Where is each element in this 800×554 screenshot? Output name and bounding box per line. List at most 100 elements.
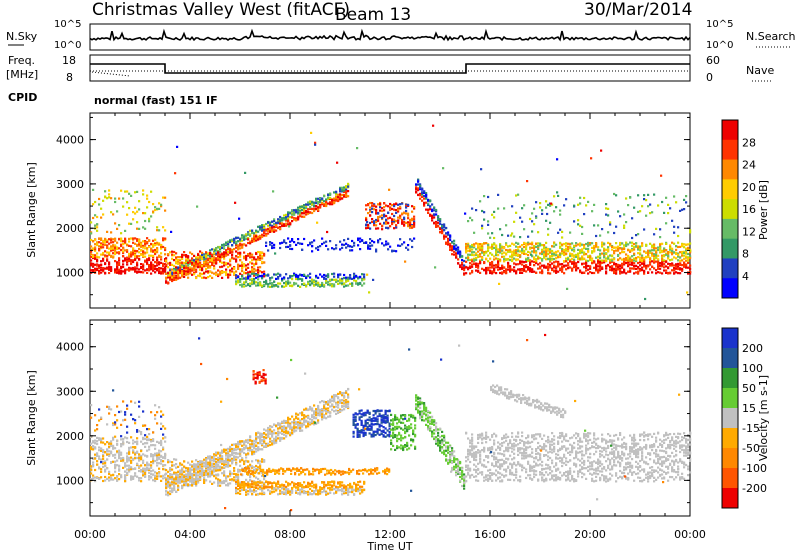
power-cell	[499, 248, 502, 251]
power-cell	[469, 246, 472, 249]
power-cell	[387, 217, 390, 220]
power-cell	[379, 238, 382, 241]
power-cell	[523, 228, 526, 231]
power-cell	[271, 220, 274, 223]
power-cell	[539, 271, 542, 274]
power-cell	[613, 231, 616, 235]
power-cell	[543, 266, 546, 269]
power-cell	[128, 268, 131, 271]
power-cell	[201, 267, 204, 270]
power-cell	[219, 250, 222, 253]
power-cell	[132, 247, 135, 250]
power-cell	[667, 255, 670, 259]
power-cell	[265, 282, 268, 285]
power-cell	[164, 248, 167, 252]
power-cell	[417, 179, 420, 182]
velocity-cell	[171, 490, 174, 494]
power-cell	[521, 250, 524, 253]
power-cell	[179, 262, 182, 265]
power-cell	[146, 206, 149, 209]
velocity-cell	[116, 459, 119, 462]
power-cell	[535, 258, 538, 261]
power-cell	[491, 243, 494, 246]
power-cell	[209, 274, 212, 278]
velocity-cell	[126, 425, 129, 428]
power-cell	[627, 259, 630, 262]
power-cell	[441, 227, 444, 230]
power-cell	[359, 237, 362, 240]
power-cell	[138, 200, 141, 203]
power-cell	[146, 247, 149, 250]
power-cell	[679, 268, 682, 271]
velocity-cell	[177, 480, 180, 483]
power-cell	[301, 248, 304, 251]
power-cell	[279, 282, 282, 285]
power-cell	[551, 255, 554, 258]
velocity-cell	[110, 444, 113, 447]
power-cell	[337, 273, 340, 276]
power-cell	[291, 238, 294, 241]
power-cell	[649, 261, 652, 264]
power-cell	[146, 259, 149, 262]
power-cell	[597, 246, 600, 249]
power-cell	[146, 248, 149, 251]
power-cell	[475, 263, 478, 266]
power-cell	[373, 204, 376, 207]
power-cell	[379, 206, 382, 209]
power-cell	[411, 217, 414, 220]
power-cell	[247, 254, 250, 257]
power-cell	[156, 251, 159, 254]
power-cell	[114, 200, 117, 204]
power-cell	[245, 276, 248, 279]
power-cell	[409, 221, 412, 224]
velocity-cell	[126, 457, 129, 460]
velocity-cell	[108, 450, 111, 453]
power-cell	[215, 262, 218, 265]
power-cell	[152, 265, 155, 269]
power-cell	[207, 266, 210, 269]
power-cell	[689, 272, 692, 275]
power-cell	[207, 263, 210, 266]
power-cell	[287, 215, 290, 218]
velocity-cell	[128, 449, 131, 452]
power-cell	[391, 207, 394, 211]
power-cell	[142, 254, 145, 258]
power-cell	[255, 284, 258, 287]
power-cell	[641, 259, 644, 262]
power-cell	[185, 266, 188, 269]
power-cell	[110, 237, 113, 240]
power-cell	[637, 245, 640, 248]
power-cell	[239, 247, 242, 250]
power-cell	[669, 246, 672, 250]
power-cell	[104, 243, 107, 246]
power-cell	[171, 257, 174, 260]
freq-early-points	[91, 71, 131, 77]
power-cell	[251, 270, 254, 273]
power-cell	[237, 279, 240, 282]
power-cell	[419, 184, 422, 187]
power-cell	[257, 266, 260, 269]
power-cell	[253, 272, 256, 275]
power-cell	[639, 264, 642, 267]
velocity-cell	[154, 454, 157, 457]
velocity-cell	[102, 462, 105, 465]
velocity-cell	[150, 461, 153, 464]
power-cell	[393, 218, 396, 221]
power-cell	[629, 258, 632, 261]
power-cell	[183, 254, 186, 257]
power-cell	[156, 261, 159, 265]
power-cell	[535, 254, 538, 257]
velocity-cell	[138, 459, 141, 462]
power-cell	[533, 256, 536, 259]
power-cell	[485, 251, 488, 254]
power-cell	[389, 225, 392, 228]
velocity-cell	[144, 454, 147, 457]
power-cell	[401, 202, 404, 205]
power-cell	[365, 216, 368, 220]
power-cell	[267, 274, 270, 277]
power-cell	[677, 252, 680, 255]
power-cell	[118, 238, 121, 241]
power-cell	[315, 280, 318, 283]
power-cell	[471, 258, 474, 261]
power-cell	[253, 238, 256, 241]
